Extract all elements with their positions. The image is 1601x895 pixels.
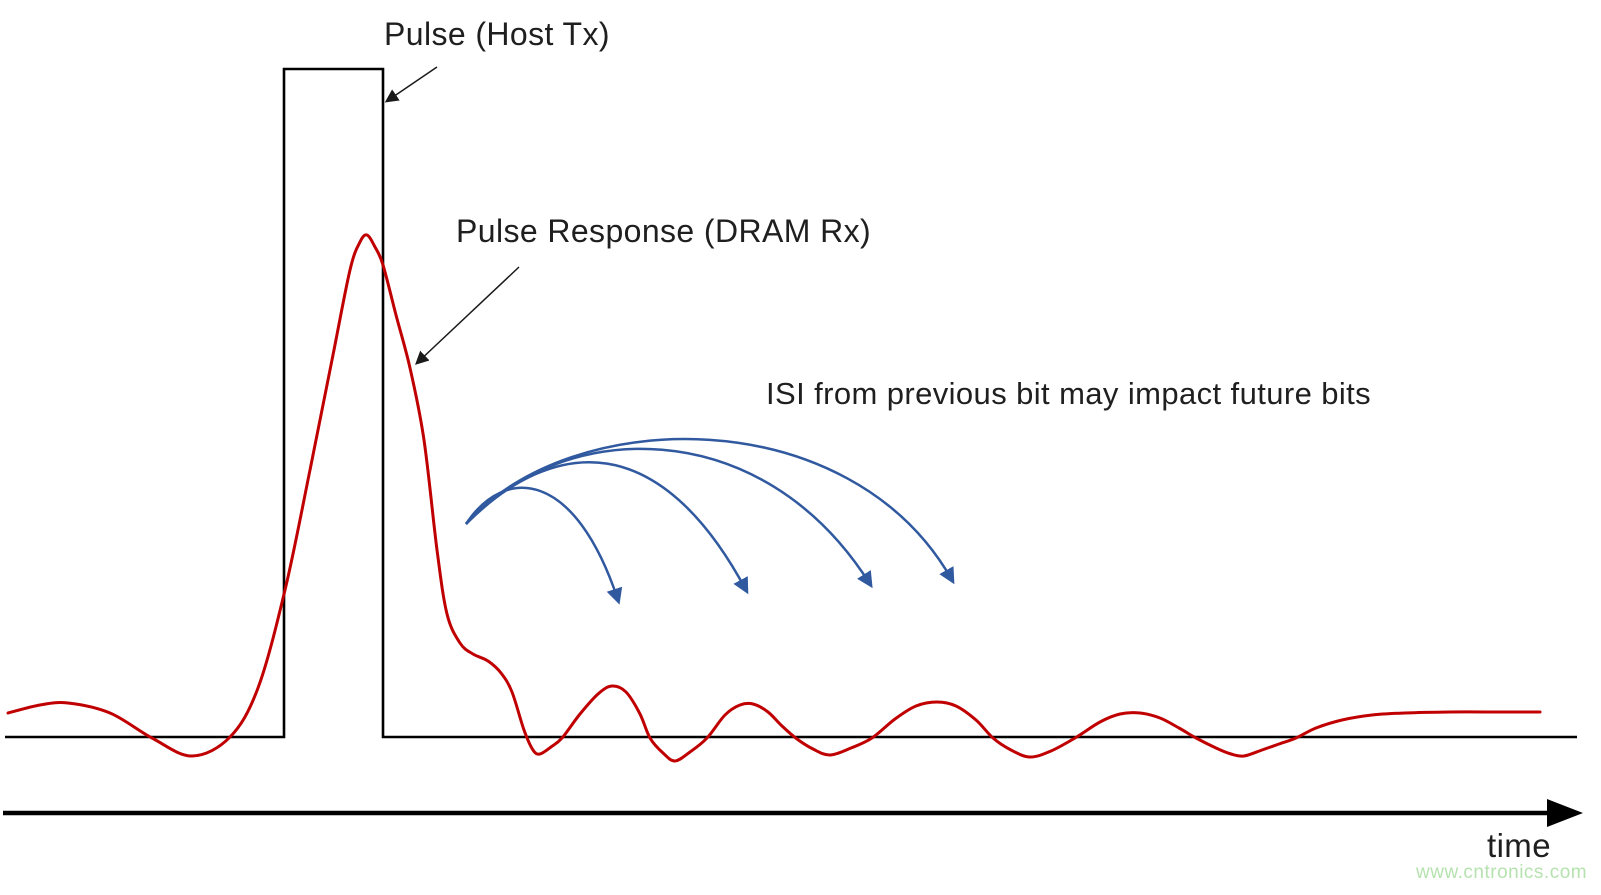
time-axis-arrowhead-icon (1547, 799, 1583, 827)
pulse-waveform (5, 67, 1577, 739)
watermark-link[interactable]: www.cntronics.com (1416, 862, 1588, 883)
pulse-callout-arrow (384, 66, 438, 103)
pulse-response-label: Pulse Response (DRAM Rx) (456, 213, 872, 249)
isi-arc-4 (465, 437, 955, 585)
isi-arc-1 (464, 486, 623, 605)
pulse-label: Pulse (Host Tx) (384, 16, 610, 52)
response-callout-arrow (415, 266, 520, 365)
isi-label: ISI from previous bit may impact future … (766, 376, 1372, 411)
isi-arc-3 (465, 447, 873, 589)
pulse-response-curve (6, 233, 1542, 763)
time-axis-label: time (1487, 827, 1551, 864)
